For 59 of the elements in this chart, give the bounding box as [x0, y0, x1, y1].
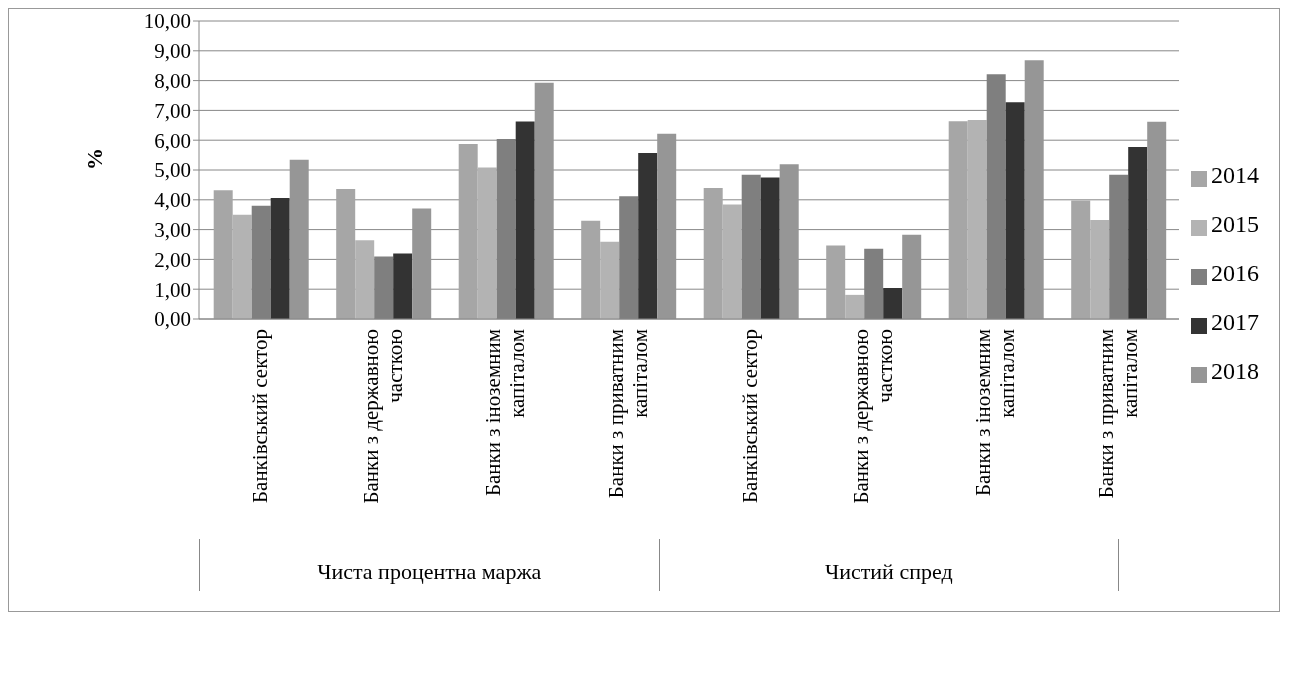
bar [826, 245, 846, 319]
legend-label: 2016 [1211, 259, 1259, 286]
bar [412, 208, 432, 319]
y-tick-label: 2,00 [154, 247, 191, 272]
y-axis-title: % [81, 148, 107, 170]
bar [393, 253, 413, 319]
x-tick-label: Банківський сектор [248, 329, 273, 503]
bar [1005, 102, 1025, 319]
bar [458, 144, 478, 319]
bar [1147, 121, 1167, 319]
bar [703, 187, 723, 319]
y-tick-label: 4,00 [154, 188, 191, 213]
y-tick-label: 5,00 [154, 158, 191, 183]
bar [657, 133, 677, 319]
legend-label: 2015 [1211, 210, 1259, 237]
x-tick-label: Банківський сектор [738, 329, 763, 503]
legend-label: 2018 [1211, 357, 1259, 384]
bar [534, 82, 554, 319]
bar [232, 214, 252, 319]
y-tick-label: 10,00 [143, 9, 191, 34]
bar [515, 121, 535, 319]
x-tick-label: Банки з приватним капіталом [603, 329, 652, 499]
bar [883, 288, 903, 319]
text: Чиста процентна маржа [199, 539, 659, 591]
bar [902, 234, 922, 319]
bar [948, 121, 968, 319]
bar [270, 198, 290, 319]
bar [1024, 60, 1044, 319]
y-tick-label: 6,00 [154, 128, 191, 153]
y-tick-label: 3,00 [154, 218, 191, 243]
legend-label: 2017 [1211, 308, 1259, 335]
bar [1071, 200, 1091, 319]
bar [1090, 220, 1110, 319]
bar [845, 294, 865, 319]
bar [355, 240, 375, 319]
y-tick-label: 9,00 [154, 39, 191, 64]
legend-label: 2014 [1211, 161, 1259, 188]
bar [722, 204, 742, 319]
bar [779, 164, 799, 319]
bar [581, 220, 601, 319]
bar [213, 190, 233, 319]
bar [289, 159, 309, 319]
bar [477, 167, 497, 319]
x-tick-label: Банки з державною часткою [358, 329, 407, 504]
y-tick-label: 0,00 [154, 307, 191, 332]
y-tick-label: 7,00 [154, 98, 191, 123]
x-tick-label: Банки з приватним капіталом [1093, 329, 1142, 499]
bar [600, 241, 620, 319]
bar [1128, 147, 1148, 319]
x-tick-label: Банки з іноземним капіталом [481, 329, 530, 497]
bar [760, 177, 780, 319]
bar [638, 153, 658, 319]
bar [967, 119, 987, 319]
y-tick-label: 1,00 [154, 277, 191, 302]
y-tick-label: 8,00 [154, 69, 191, 94]
bar [336, 189, 356, 319]
x-tick-label: Банки з іноземним капіталом [971, 329, 1020, 497]
text: Чистий спред [658, 539, 1119, 591]
x-tick-label: Банки з державною часткою [848, 329, 897, 504]
